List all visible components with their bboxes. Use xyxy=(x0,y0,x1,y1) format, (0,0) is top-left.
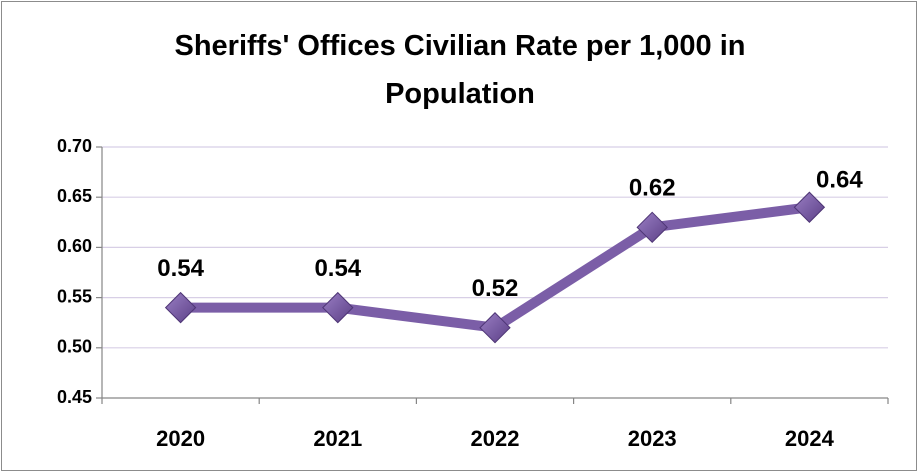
data-label: 0.54 xyxy=(314,255,361,282)
data-marker xyxy=(479,312,511,344)
data-marker xyxy=(793,191,826,223)
y-tick-label: 0.65 xyxy=(57,186,92,206)
y-tick-label: 0.60 xyxy=(57,236,92,256)
x-tick-label: 2023 xyxy=(628,426,677,451)
x-tick-label: 2024 xyxy=(785,426,835,451)
y-tick-label: 0.45 xyxy=(57,387,92,407)
data-label: 0.52 xyxy=(472,275,519,302)
x-tick-label: 2022 xyxy=(471,426,520,451)
data-label: 0.54 xyxy=(157,255,204,282)
data-marker xyxy=(164,291,197,324)
y-tick-label: 0.70 xyxy=(57,136,92,156)
data-marker xyxy=(322,291,354,324)
y-tick-label: 0.55 xyxy=(57,286,92,306)
x-tick-label: 2020 xyxy=(156,426,205,451)
chart-title: Sheriffs' Offices Civilian Rate per 1,00… xyxy=(174,30,746,110)
y-tick-label: 0.50 xyxy=(57,337,92,357)
data-line xyxy=(180,202,811,333)
data-label: 0.64 xyxy=(816,167,863,194)
data-marker xyxy=(636,211,668,244)
data-label: 0.62 xyxy=(629,175,676,202)
x-tick-label: 2021 xyxy=(313,426,362,451)
